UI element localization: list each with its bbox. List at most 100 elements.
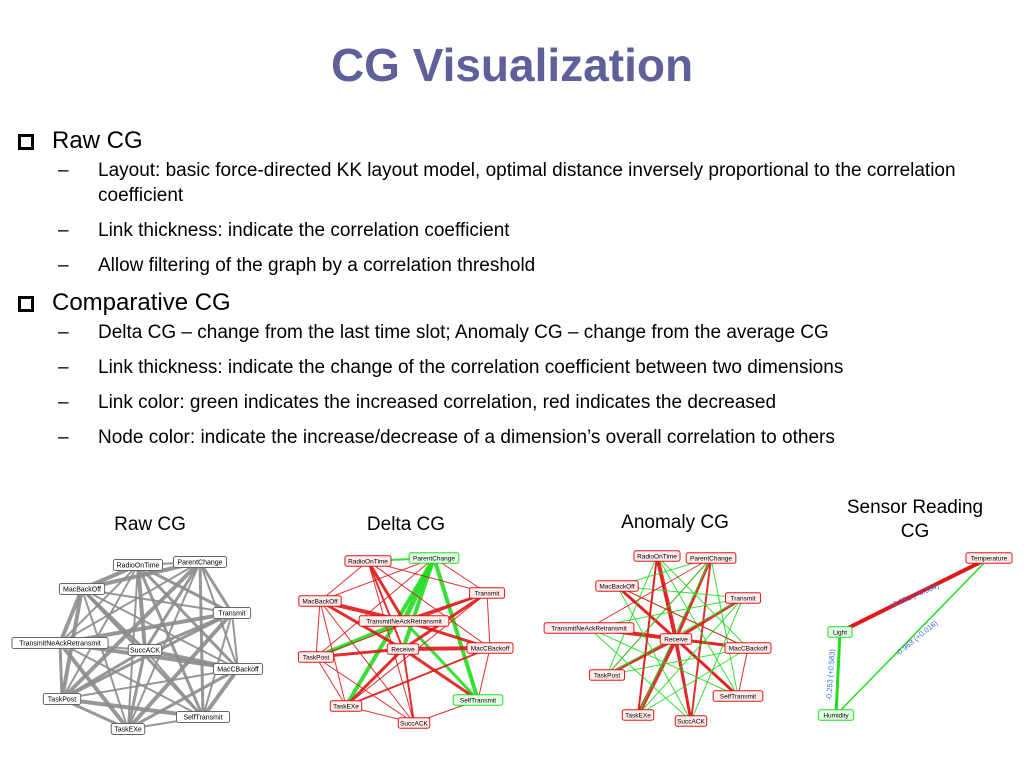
delta-cg-graph: RadioOnTime ParentChange MacBackOff Transmi… <box>297 552 514 729</box>
graph-node: TaskPost <box>588 669 626 681</box>
graph-edge <box>315 600 321 658</box>
caption-raw-cg: Raw CG <box>114 514 186 535</box>
graph-edge <box>315 656 347 707</box>
anomaly-cg-graph: RadioOnTime ParentChange MacBackOff Transmi… <box>543 550 772 727</box>
graph-edge <box>319 560 369 602</box>
graph-edge <box>345 647 491 707</box>
bullet-label: Raw CG <box>52 127 143 154</box>
graph-edge <box>656 555 749 649</box>
graph-edge <box>344 647 405 708</box>
node-label: TaskEXe <box>333 703 359 710</box>
node-label: Humidity <box>823 712 849 719</box>
graph-node: TransmitNeAckRetransmit <box>358 615 450 627</box>
caption-sensor-cg: Sensor Reading CG <box>820 496 1010 544</box>
sub-bullet-text: Allow filtering of the graph by a correl… <box>98 255 536 276</box>
graph-edge <box>315 656 415 724</box>
graph-edge <box>126 667 240 731</box>
node-label: MacBackOff <box>599 583 634 590</box>
node-box <box>329 700 363 712</box>
node-label: SuccACK <box>130 647 160 654</box>
edge-label: +0.251 (+0.964) <box>888 581 941 610</box>
node-box <box>408 552 460 564</box>
graph-node: Humidity <box>817 709 855 721</box>
bullet-comparative-cg: Comparative CG <box>18 288 1008 318</box>
graph-node: TransmitNeAckRetransmit <box>11 637 109 649</box>
node-label: RadioOnTime <box>348 558 388 565</box>
node-label: TaskEXe <box>114 726 142 733</box>
node-label: MacBackOff <box>63 586 101 593</box>
graph-edge <box>737 647 749 697</box>
node-box <box>42 693 82 705</box>
node-label: RadioOnTime <box>117 562 160 569</box>
node-label: Temperature <box>971 555 1008 562</box>
node-box <box>344 555 392 567</box>
graph-node: Temperature <box>965 552 1013 564</box>
raw-cg-graph: RadioOnTime ParentChange MacBackOff Transmi… <box>11 556 264 735</box>
sub-bullet: – Allow filtering of the graph by a corre… <box>58 255 536 276</box>
node-box <box>965 552 1013 564</box>
graph-edge <box>710 557 739 697</box>
node-label: ParentChange <box>413 555 455 562</box>
graph-edge <box>401 556 436 651</box>
graph-edge <box>402 619 480 702</box>
node-box <box>297 651 335 663</box>
bullet-list: Raw CG – Layout: basic force-directed KK … <box>18 126 1008 460</box>
graph-edge <box>143 560 202 652</box>
square-bullet-icon <box>18 134 34 150</box>
graph-edge <box>136 563 147 652</box>
graph-edge <box>486 592 491 649</box>
graph-edge <box>319 600 415 724</box>
graph-edge <box>319 557 435 602</box>
node-label: ParentChange <box>177 559 222 566</box>
node-box <box>674 715 708 727</box>
graph-edge <box>367 560 415 724</box>
caption-delta-cg: Delta CG <box>366 514 446 535</box>
graph-node: MacCBackoff <box>724 642 772 654</box>
node-box <box>595 580 639 592</box>
graph-edge <box>433 557 488 594</box>
sub-bullet-text: Link thickness: indicate the change of t… <box>98 357 844 378</box>
graph-edge <box>637 555 658 716</box>
graph-edge <box>127 561 201 730</box>
graph-edge <box>344 556 436 708</box>
graph-edge <box>59 561 201 644</box>
graph-node: TaskPost <box>42 693 82 705</box>
node-box <box>127 644 163 656</box>
graph-node: Transmit <box>212 607 252 619</box>
graph-edge <box>588 627 692 722</box>
node-box <box>110 723 146 735</box>
node-box <box>659 633 693 645</box>
caption-sensor-line1: Sensor Reading <box>846 497 984 518</box>
graph-node: TaskEXe <box>329 700 363 712</box>
graph-edge <box>367 560 404 650</box>
sub-bullet: – Layout: basic force-directed KK layout … <box>58 160 956 206</box>
node-label: RadioOnTime <box>637 553 677 560</box>
node-label: Transmit <box>474 590 499 597</box>
node-label: MacCBackoff <box>217 666 259 673</box>
graph-edge <box>637 647 749 716</box>
sub-bullet-text: Layout: basic force-directed KK layout m… <box>98 160 956 206</box>
edge-label: -0.963 (+0.016) <box>894 618 940 658</box>
node-label: ParentChange <box>690 555 732 562</box>
node-box <box>827 626 853 638</box>
node-box <box>452 694 504 706</box>
graph-node: Transmit <box>724 592 762 604</box>
graph-node: RadioOnTime <box>633 550 681 562</box>
node-label: SuccACK <box>677 718 705 725</box>
bullet-raw-cg: Raw CG <box>18 126 1008 156</box>
sub-bullet-text: Link color: green indicates the increase… <box>98 392 777 413</box>
sub-bullet-text: Node color: indicate the increase/decrea… <box>98 427 835 448</box>
graph-node: TaskPost <box>297 651 335 663</box>
graph-edge <box>606 555 658 676</box>
graph-node: SelfTransmit <box>175 711 231 723</box>
graph-node: SuccACK <box>674 715 708 727</box>
graph-edge <box>588 557 712 629</box>
graph-edge <box>477 647 491 701</box>
node-box <box>712 690 764 702</box>
graph-node: SelfTransmit <box>712 690 764 702</box>
node-box <box>11 637 109 649</box>
graph-edge <box>839 556 990 634</box>
sub-bullet: – Delta CG – change from the last time sl… <box>58 322 829 343</box>
graph-edge <box>201 667 240 719</box>
